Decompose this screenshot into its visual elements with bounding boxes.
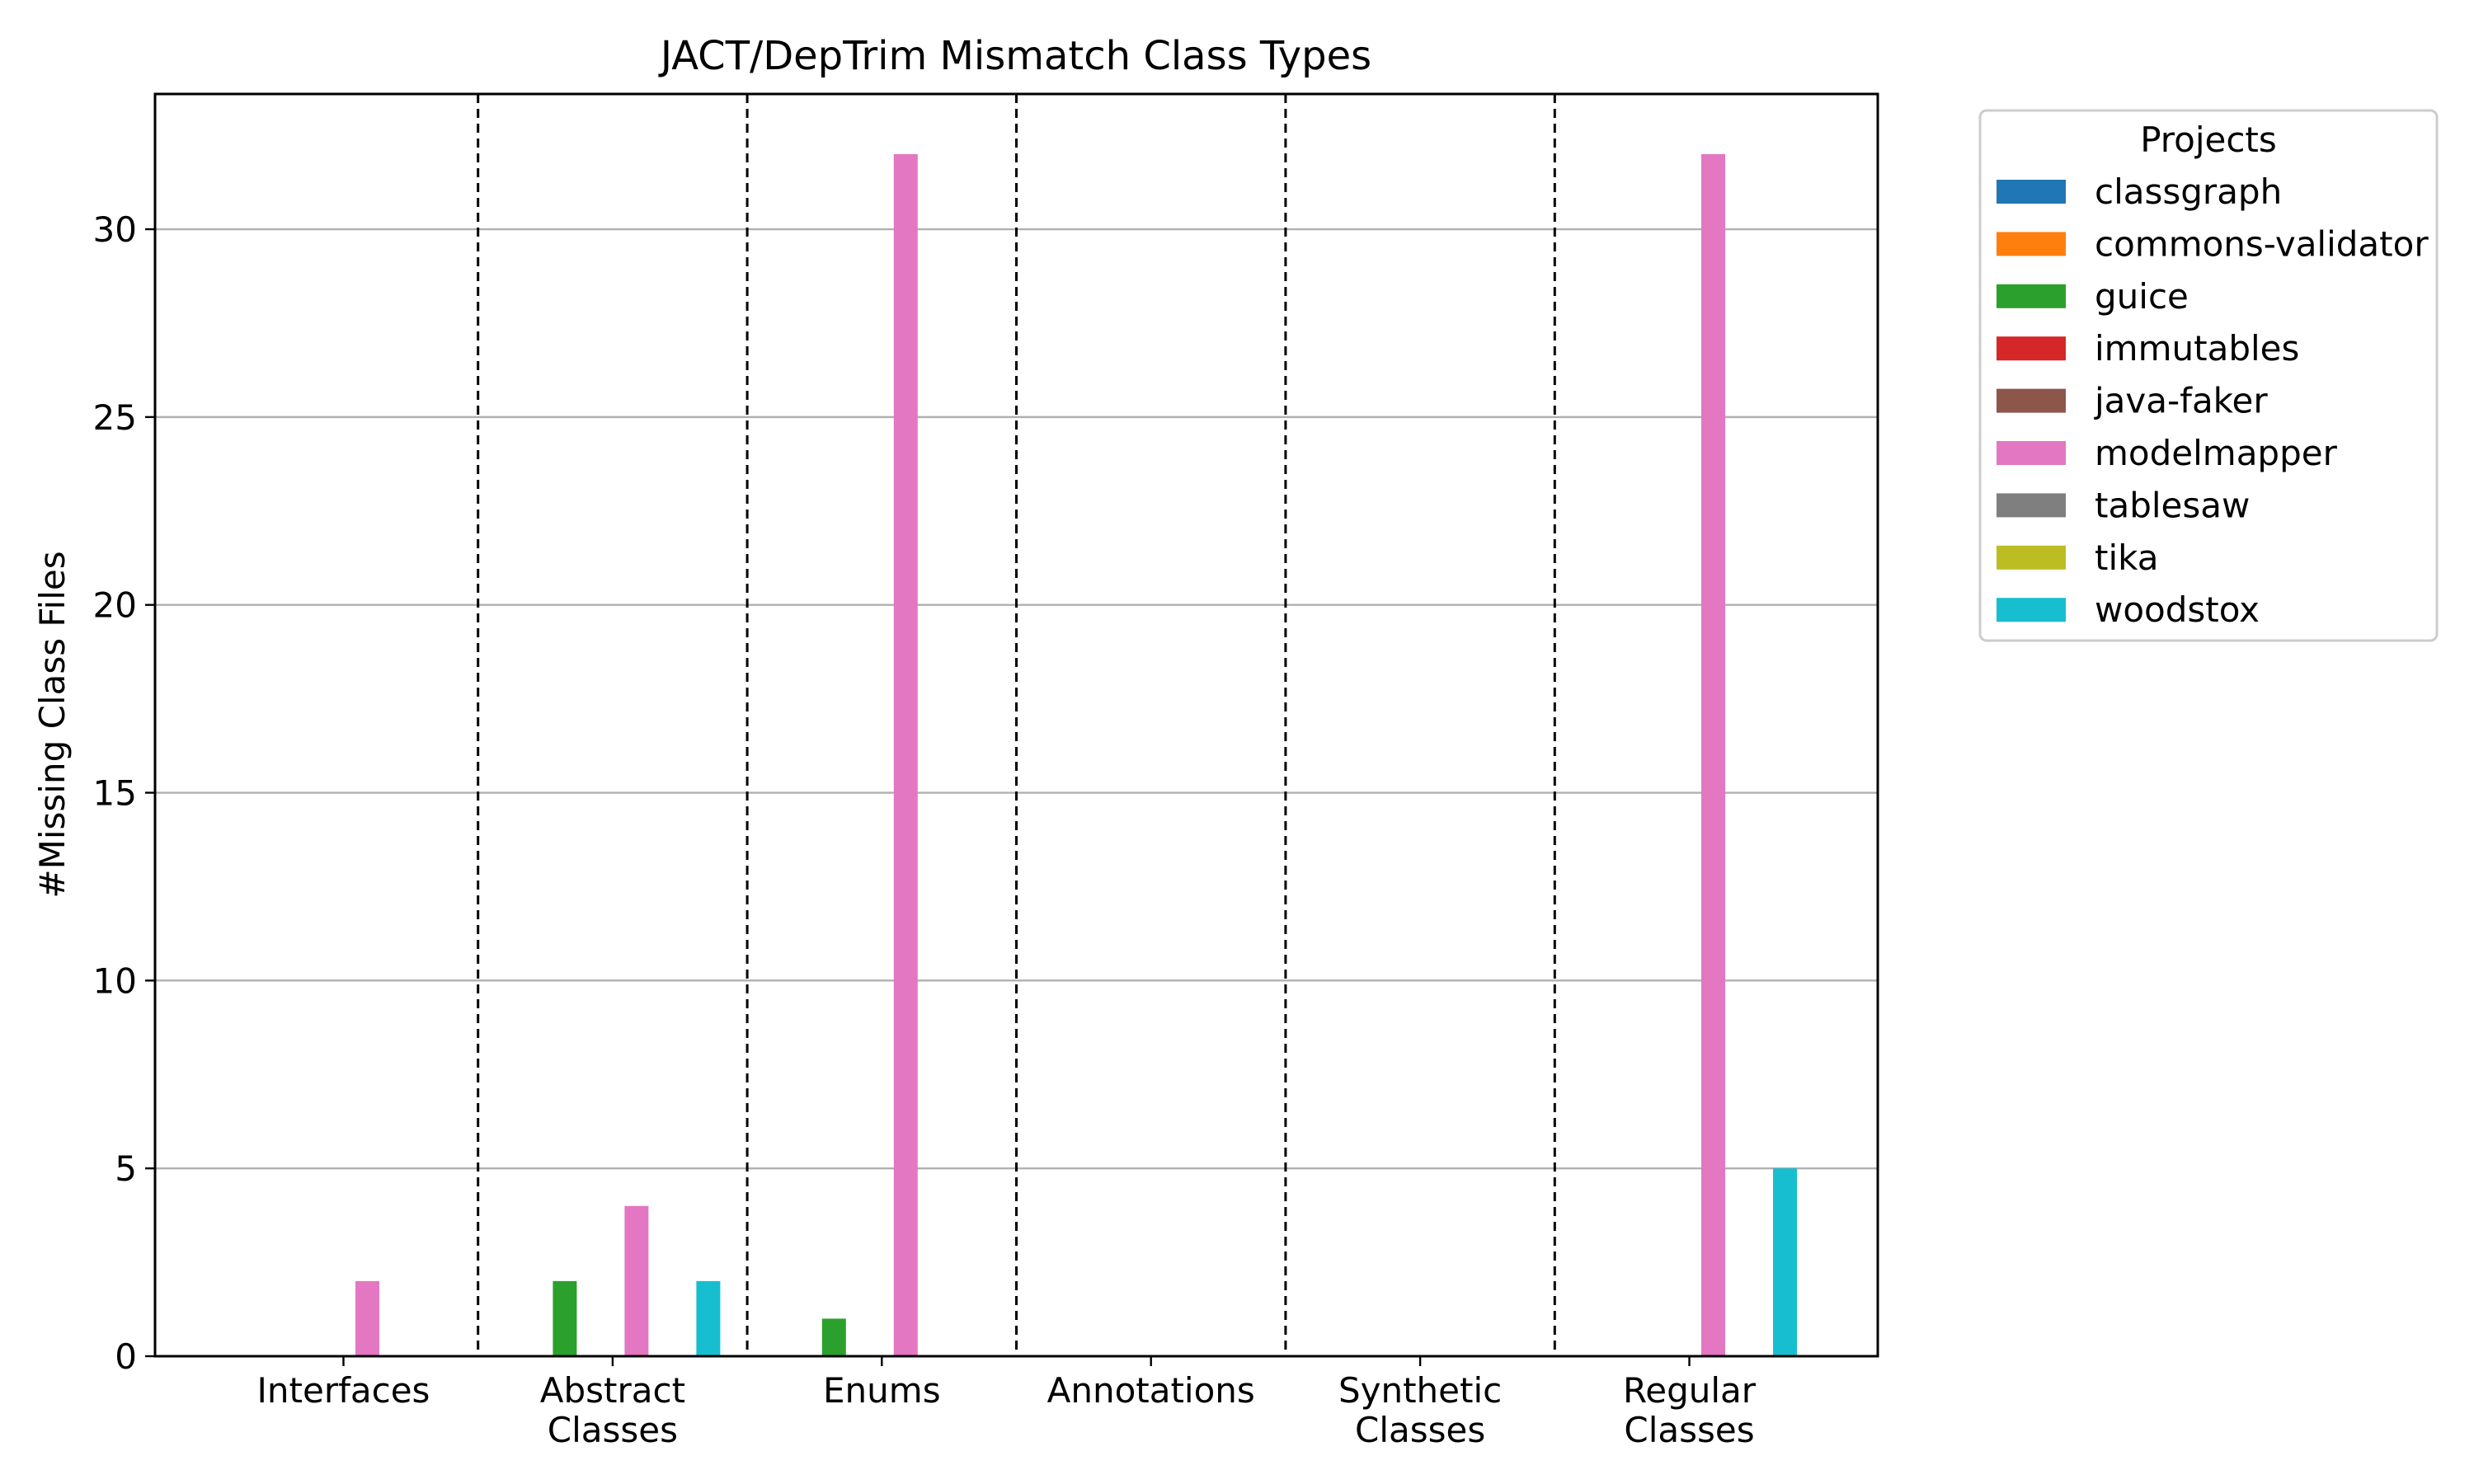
legend-label-guice: guice [2095, 276, 2189, 317]
y-tick-label: 5 [115, 1148, 137, 1189]
legend-box [1978, 109, 2439, 642]
legend-label-woodstox: woodstox [2095, 589, 2260, 630]
legend-swatch-immutables [1997, 336, 2066, 361]
legend-items: classgraph commons-validator guice immutabl… [1997, 171, 2429, 630]
x-tick-label: Regular [1623, 1370, 1757, 1411]
legend-swatch-java-faker [1997, 388, 2066, 413]
y-tick-label: 0 [115, 1336, 137, 1377]
legend-label-modelmapper: modelmapper [2095, 433, 2338, 473]
chart-title: JACT/DepTrim Mismatch Class Types [658, 33, 1371, 79]
legend-swatch-guice [1997, 284, 2066, 308]
legend-swatch-tika [1997, 545, 2066, 570]
bar-modelmapper [624, 1205, 649, 1356]
legend: Projects classgraph commons-validator guic… [1978, 109, 2439, 642]
legend-label-classgraph: classgraph [2095, 171, 2282, 212]
legend-swatch-commons-validator [1997, 232, 2066, 256]
legend-swatch-modelmapper [1997, 441, 2066, 465]
y-tick-label: 30 [93, 209, 137, 250]
x-tick-label: Classes [1624, 1410, 1754, 1450]
x-tick-label: Synthetic [1338, 1370, 1502, 1411]
x-tick-label: Classes [1355, 1410, 1485, 1450]
x-tick-label: Abstract [540, 1370, 685, 1411]
y-tick-label: 10 [93, 960, 137, 1001]
legend-swatch-woodstox [1997, 598, 2066, 622]
bar-woodstox [1773, 1168, 1798, 1356]
bar-modelmapper [893, 153, 918, 1356]
bar-guice [553, 1280, 577, 1356]
legend-label-commons-validator: commons-validator [2095, 223, 2429, 264]
legend-label-java-faker: java-faker [2094, 381, 2268, 421]
x-tick-label: Interfaces [257, 1370, 430, 1411]
x-tick-label: Classes [548, 1410, 678, 1450]
bar-modelmapper [355, 1280, 379, 1356]
y-tick-label: 25 [93, 397, 137, 438]
legend-label-tablesaw: tablesaw [2095, 485, 2250, 525]
legend-swatch-tablesaw [1997, 493, 2066, 518]
legend-swatch-classgraph [1997, 180, 2066, 204]
y-tick-label: 15 [93, 773, 137, 814]
plot-frame [153, 92, 1879, 1358]
x-tick-label: Enums [823, 1370, 941, 1411]
bars [355, 153, 1798, 1356]
y-tick-label: 20 [93, 585, 137, 626]
y-axis-ticks: 0 5 10 15 20 25 30 [93, 209, 155, 1377]
y-axis-label: #Missing Class Files [32, 551, 73, 898]
legend-label-tika: tika [2095, 538, 2158, 578]
legend-title: Projects [2140, 120, 2277, 160]
x-tick-label: Annotations [1047, 1370, 1255, 1411]
bar-modelmapper [1701, 153, 1726, 1356]
bar-guice [821, 1318, 846, 1356]
category-separators [477, 94, 1556, 1356]
legend-label-immutables: immutables [2095, 328, 2299, 369]
bar-woodstox [696, 1280, 721, 1356]
